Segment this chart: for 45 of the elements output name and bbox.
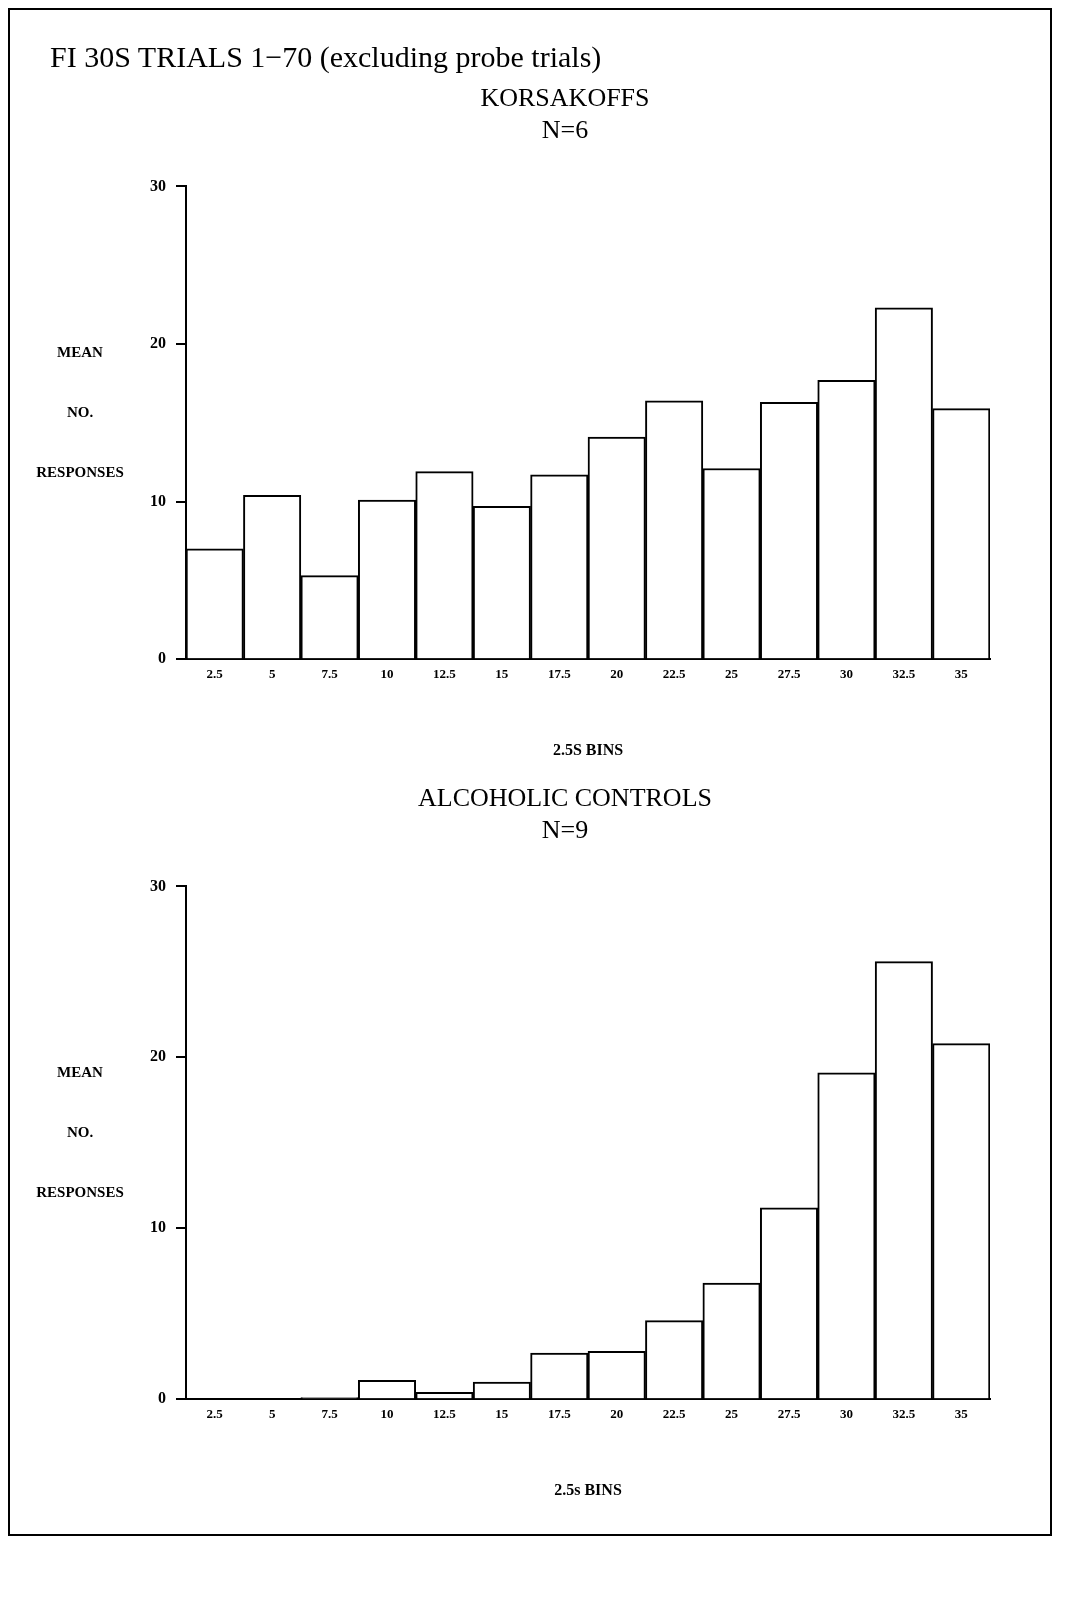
x-tick-label: 20 [610, 666, 624, 682]
y-tick-label: 30 [150, 176, 166, 194]
x-tick-label: 22.5 [662, 666, 687, 682]
x-tick-label: 27.5 [777, 666, 801, 682]
x-tick-label: 32.5 [892, 666, 916, 682]
y-tick-label: 10 [150, 1218, 166, 1236]
x-tick-label: 20 [610, 1406, 624, 1422]
y-tick-label: 0 [158, 649, 166, 667]
x-tick-label: 25 [725, 666, 739, 682]
x-tick-label: 5 [268, 1406, 276, 1422]
y-tick-label: 0 [158, 1389, 166, 1407]
x-tick-label: 30 [839, 1406, 853, 1422]
x-tick-label: 5 [268, 666, 276, 682]
chart-title: KORSAKOFFS [480, 83, 650, 113]
text: FI 30S TRIALS 1−70 (excluding probe trials) [49, 39, 603, 74]
x-tick-label: 15 [495, 666, 509, 682]
chart-subtitle: N=6 [541, 114, 589, 144]
x-tick-label: 17.5 [547, 1406, 572, 1422]
y-tick-label: 30 [150, 876, 166, 894]
x-tick-label: 25 [725, 1406, 739, 1422]
x-tick-label: 2.5 [206, 1406, 224, 1422]
y-tick-label: 10 [150, 491, 166, 509]
text: MEAN NO. RESPONSES [36, 343, 124, 480]
x-tick-label: 15 [495, 1406, 509, 1422]
x-tick-label: 35 [954, 666, 969, 682]
chart-subtitle: N=9 [541, 814, 589, 844]
x-tick-label: 2.5 [206, 666, 224, 682]
x-tick-label: 7.5 [321, 1406, 339, 1422]
x-tick-label: 22.5 [662, 1406, 687, 1422]
x-tick-label: 30 [839, 666, 853, 682]
x-tick-label: 10 [380, 1406, 394, 1422]
x-tick-label: 35 [954, 1406, 969, 1422]
y-tick-label: 20 [150, 334, 166, 352]
y-tick-label: 20 [150, 1047, 166, 1065]
chart-title: ALCOHOLIC CONTROLS [418, 783, 712, 813]
text: MEAN NO. RESPONSES [36, 1063, 124, 1200]
x-tick-label: 17.5 [547, 666, 572, 682]
x-tick-label: 12.5 [433, 1406, 457, 1422]
x-tick-label: 32.5 [892, 1406, 916, 1422]
x-tick-label: 27.5 [777, 1406, 801, 1422]
x-tick-label: 12.5 [433, 666, 457, 682]
x-tick-label: 7.5 [321, 666, 339, 682]
x-axis-title: 2.5s BINS [554, 1480, 622, 1498]
x-axis-title: 2.5S BINS [552, 740, 624, 758]
x-tick-label: 10 [380, 666, 394, 682]
